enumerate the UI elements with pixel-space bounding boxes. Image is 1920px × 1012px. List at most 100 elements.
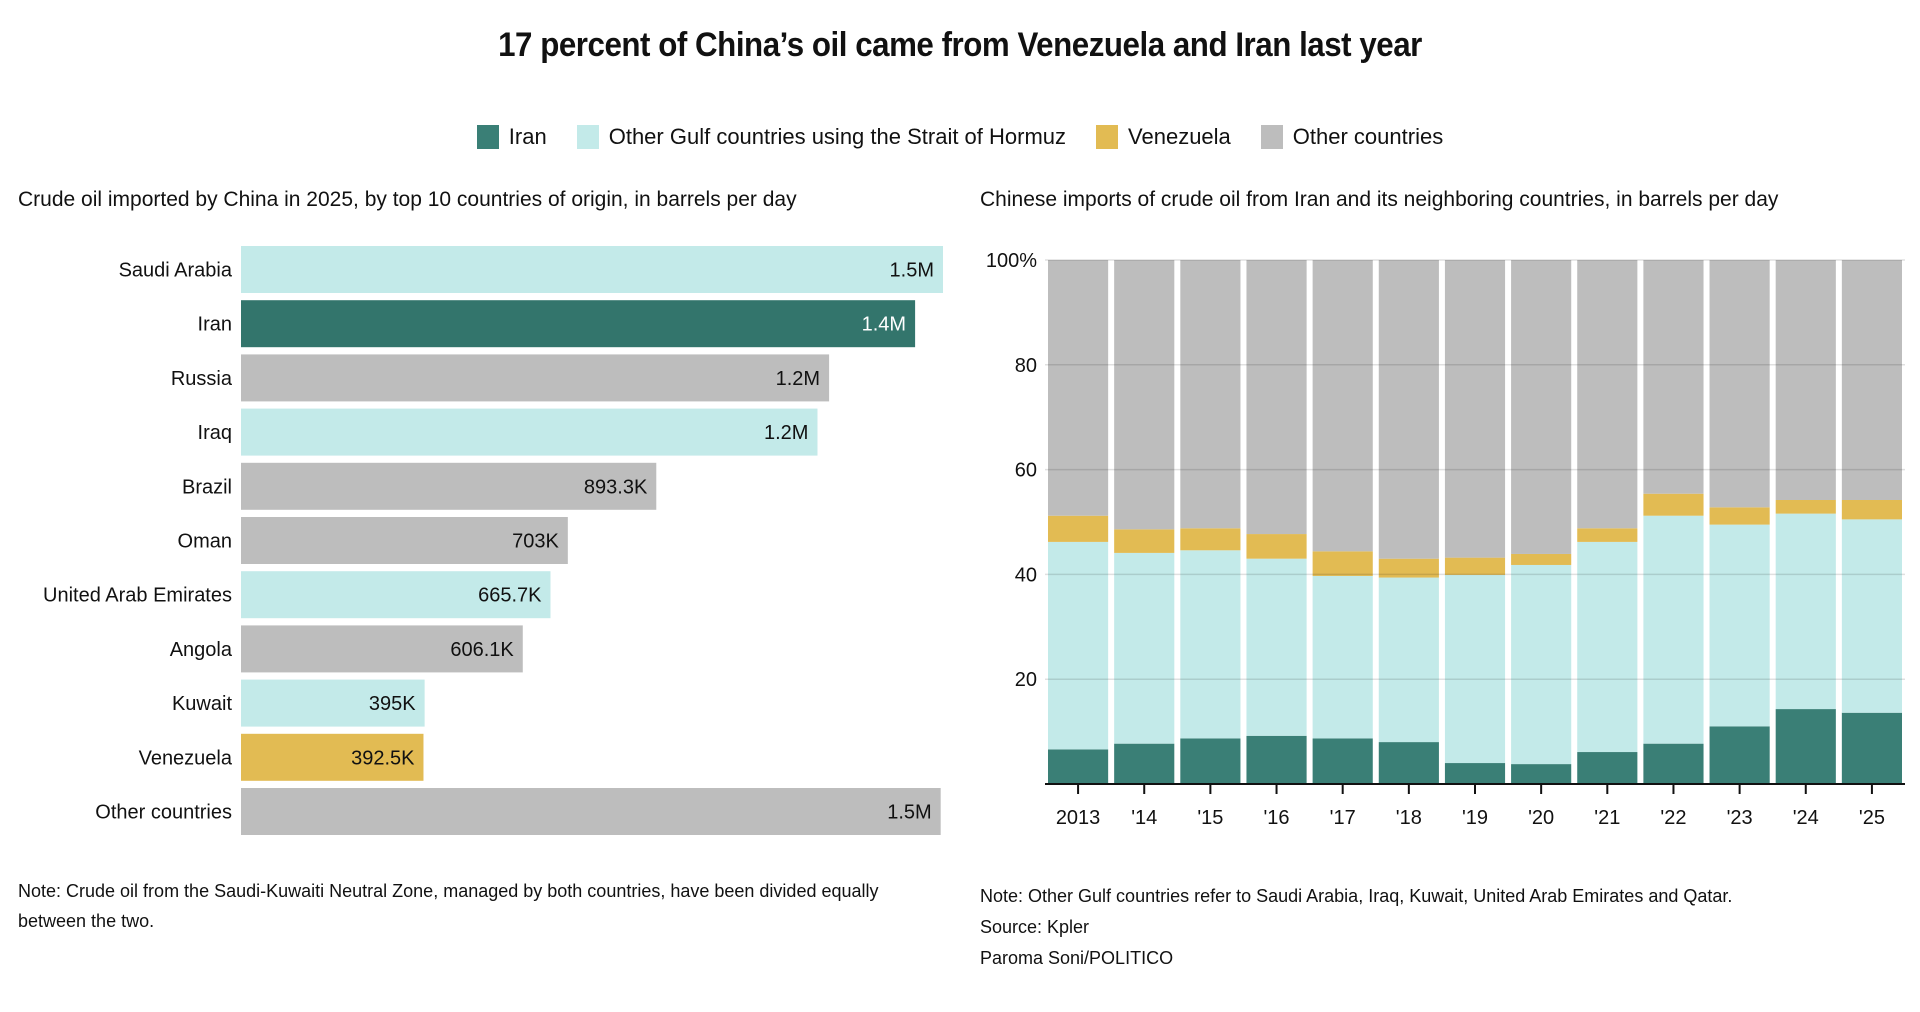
- left-chart-subtitle: Crude oil imported by China in 2025, by …: [18, 188, 797, 211]
- category-label: Kuwait: [172, 693, 232, 715]
- legend-item-gulf: Other Gulf countries using the Strait of…: [576, 124, 1067, 150]
- bar: [241, 354, 830, 402]
- bar: [241, 733, 424, 781]
- x-tick-label: '15: [1197, 807, 1223, 829]
- stacked-segment: [1511, 564, 1572, 765]
- y-tick-label: 40: [1015, 564, 1037, 586]
- x-tick-label: '23: [1727, 807, 1753, 829]
- stacked-segment: [1048, 260, 1109, 516]
- stacked-segment: [1511, 260, 1572, 554]
- data-label: 665.7K: [478, 585, 542, 607]
- legend-label: Other countries: [1292, 124, 1444, 149]
- stacked-segment: [1312, 551, 1373, 576]
- stacked-segment: [1709, 524, 1770, 727]
- x-tick-label: '18: [1396, 807, 1422, 829]
- stacked-segment: [1114, 260, 1175, 530]
- stacked-segment: [1444, 574, 1506, 764]
- stacked-segment: [1048, 749, 1109, 784]
- stacked-segment: [1775, 260, 1836, 500]
- data-label: 1.2M: [776, 368, 820, 390]
- y-tick-label: 80: [1015, 355, 1037, 377]
- stacked-segment: [1180, 528, 1241, 551]
- legend-label: Other Gulf countries using the Strait of…: [608, 124, 1067, 149]
- stacked-segment: [1444, 260, 1506, 558]
- stacked-segment: [1378, 577, 1439, 743]
- x-tick-label: '25: [1859, 807, 1885, 829]
- stacked-segment: [1312, 575, 1373, 739]
- stacked-segment: [1444, 763, 1506, 784]
- data-label: 606.1K: [450, 639, 514, 661]
- legend-swatch-venezuela: [1096, 125, 1119, 149]
- bar: [241, 300, 916, 348]
- category-label: Angola: [170, 639, 233, 661]
- stacked-segment: [1709, 507, 1770, 525]
- stacked-segment: [1378, 558, 1439, 578]
- data-label: 893.3K: [584, 476, 648, 498]
- data-label: 1.2M: [764, 422, 808, 444]
- category-label: Venezuela: [139, 747, 233, 769]
- legend-item-other: Other countries: [1260, 124, 1444, 150]
- stacked-segment: [1577, 260, 1638, 529]
- stacked-segment: [1709, 260, 1770, 508]
- category-label: United Arab Emirates: [43, 585, 232, 607]
- right-notes: Note: Other Gulf countries refer to Saud…: [980, 881, 1732, 974]
- left-bar-chart: Saudi Arabia 1.5M Iran 1.4M Russia 1.2M Iraq 1.…: [43, 246, 943, 835]
- stacked-segment: [1775, 709, 1836, 784]
- x-tick-label: '19: [1462, 807, 1488, 829]
- stacked-segment: [1841, 260, 1902, 500]
- stacked-segment: [1246, 534, 1307, 559]
- right-note: Note: Other Gulf countries refer to Saud…: [980, 886, 1733, 906]
- stacked-segment: [1246, 735, 1307, 784]
- left-note: Note: Crude oil from the Saudi-Kuwaiti N…: [18, 881, 879, 931]
- x-tick-label: '24: [1793, 807, 1819, 829]
- stacked-segment: [1312, 260, 1373, 552]
- right-chart-subtitle: Chinese imports of crude oil from Iran a…: [980, 188, 1779, 211]
- bar: [241, 246, 943, 293]
- category-label: Iran: [198, 314, 232, 336]
- source-text: Source: Kpler: [980, 917, 1090, 937]
- stacked-segment: [1643, 260, 1704, 494]
- legend-item-iran: Iran: [476, 124, 547, 150]
- stacked-segment: [1114, 552, 1175, 744]
- legend-item-venezuela: Venezuela: [1096, 124, 1231, 150]
- data-label: 392.5K: [351, 747, 415, 769]
- stacked-segment: [1511, 553, 1572, 565]
- stacked-segment: [1841, 712, 1902, 784]
- category-label: Oman: [178, 531, 232, 553]
- data-label: 1.5M: [887, 802, 931, 824]
- stacked-segment: [1180, 738, 1241, 784]
- stacked-segment: [1048, 515, 1109, 542]
- category-label: Russia: [171, 368, 233, 390]
- stacked-segment: [1180, 550, 1241, 739]
- stacked-segment: [1378, 260, 1439, 559]
- x-tick-label: '17: [1330, 807, 1356, 829]
- x-tick-label: '16: [1263, 807, 1289, 829]
- right-stacked-chart: 2013 '14 '15 '16 '17 '18 '19 '20 '21 '22 '23 '24 '25…: [986, 250, 1905, 829]
- legend-swatch-iran: [476, 125, 499, 149]
- stacked-segment: [1775, 513, 1836, 710]
- stacked-segment: [1444, 557, 1506, 575]
- stacked-segment: [1775, 499, 1836, 514]
- credit-text: Paroma Soni/POLITICO: [980, 948, 1174, 968]
- legend: Iran Other Gulf countries using the Stra…: [0, 124, 1920, 150]
- stacked-segment: [1378, 742, 1439, 784]
- bar: [241, 679, 425, 727]
- category-label: Iraq: [198, 422, 232, 444]
- data-label: 703K: [512, 531, 559, 553]
- stacked-segment: [1246, 558, 1307, 736]
- stacked-segment: [1643, 493, 1704, 516]
- legend-label: Venezuela: [1128, 124, 1231, 149]
- x-tick-label: '20: [1528, 807, 1554, 829]
- stacked-segment: [1114, 529, 1175, 553]
- bar: [241, 571, 551, 619]
- bar: [241, 408, 818, 456]
- stacked-segment: [1841, 519, 1902, 713]
- category-label: Other countries: [95, 802, 232, 824]
- x-tick-label: '22: [1660, 807, 1686, 829]
- legend-swatch-other: [1260, 125, 1283, 149]
- stacked-segment: [1577, 752, 1638, 784]
- data-label: 1.4M: [862, 314, 906, 336]
- x-tick-label: 2013: [1056, 807, 1101, 829]
- stacked-segment: [1246, 260, 1307, 535]
- chart-title: 17 percent of China’s oil came from Vene…: [498, 26, 1422, 64]
